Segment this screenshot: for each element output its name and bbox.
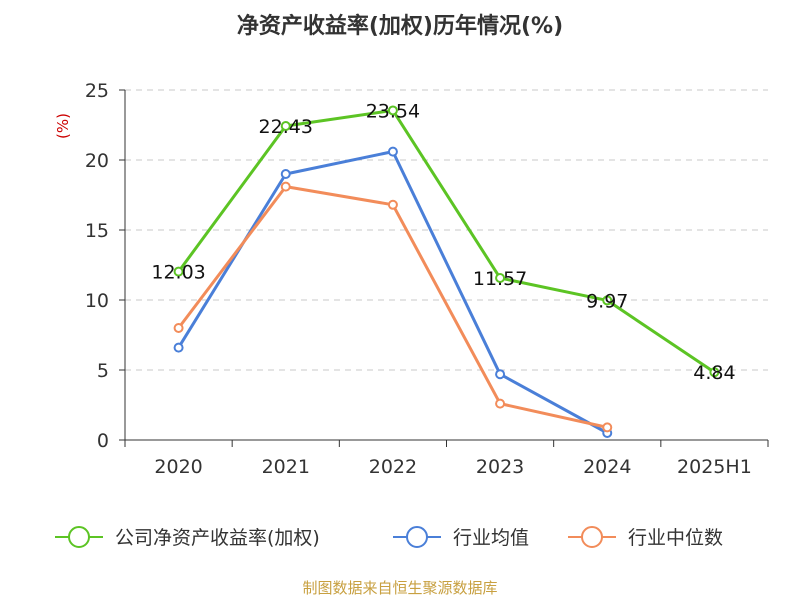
series-line	[177, 150, 609, 435]
data-label: 22.43	[259, 116, 313, 138]
series-line	[177, 108, 716, 374]
chart-title: 净资产收益率(加权)历年情况(%)	[237, 13, 563, 39]
data-label: 12.03	[151, 262, 205, 284]
data-point	[602, 295, 613, 306]
legend-label: 公司净资产收益率(加权)	[115, 527, 320, 549]
source-note: 制图数据来自恒生聚源数据库	[302, 579, 497, 597]
x-tick-label: 2025H1	[677, 456, 752, 478]
data-point	[495, 369, 506, 380]
data-point	[709, 367, 720, 378]
legend: 公司净资产收益率(加权) 行业均值 行业中位数	[55, 526, 723, 549]
data-point	[495, 398, 506, 409]
data-point	[173, 323, 184, 333]
x-tick-label: 2022	[369, 456, 417, 478]
legend-swatch-marker	[68, 526, 90, 548]
y-tick-label: 15	[85, 220, 109, 242]
y-tick-label: 10	[85, 290, 109, 312]
data-point	[173, 266, 184, 277]
data-label-layer: 12.03 22.43 23.54 11.57 9.97 4.84	[151, 100, 735, 384]
y-tick-label: 0	[97, 430, 109, 452]
data-point	[173, 342, 184, 353]
grid-layer	[125, 89, 768, 371]
data-point	[495, 273, 506, 284]
data-point	[387, 199, 398, 210]
y-tick-label: 20	[85, 150, 109, 172]
data-point	[602, 422, 613, 433]
legend-label: 行业中位数	[628, 527, 723, 549]
legend-swatch-marker	[406, 526, 428, 548]
data-point	[280, 169, 291, 179]
x-tick-label: 2020	[154, 456, 202, 478]
data-label: 11.57	[473, 268, 527, 290]
legend-label: 行业均值	[453, 527, 529, 549]
data-point	[387, 146, 398, 157]
series-layer	[173, 105, 720, 438]
data-label: 9.97	[586, 290, 628, 312]
data-label: 23.54	[366, 100, 420, 122]
y-axis-unit-label: (%)	[54, 113, 72, 139]
legend-swatch-marker	[581, 526, 603, 548]
data-point	[280, 120, 291, 131]
x-tick-label: 2024	[583, 456, 631, 478]
data-point	[387, 105, 398, 116]
x-tick-label: 2023	[476, 456, 524, 478]
x-tick-label: 2021	[262, 456, 310, 478]
axis-layer: 0 5 10 15 20 25 2020 2021 2022 2023 2024 2025H1	[85, 80, 769, 478]
series-line	[177, 185, 609, 429]
y-tick-label: 25	[85, 80, 109, 102]
data-label: 4.84	[693, 362, 735, 384]
y-tick-label: 5	[97, 360, 109, 382]
data-point	[280, 181, 291, 192]
